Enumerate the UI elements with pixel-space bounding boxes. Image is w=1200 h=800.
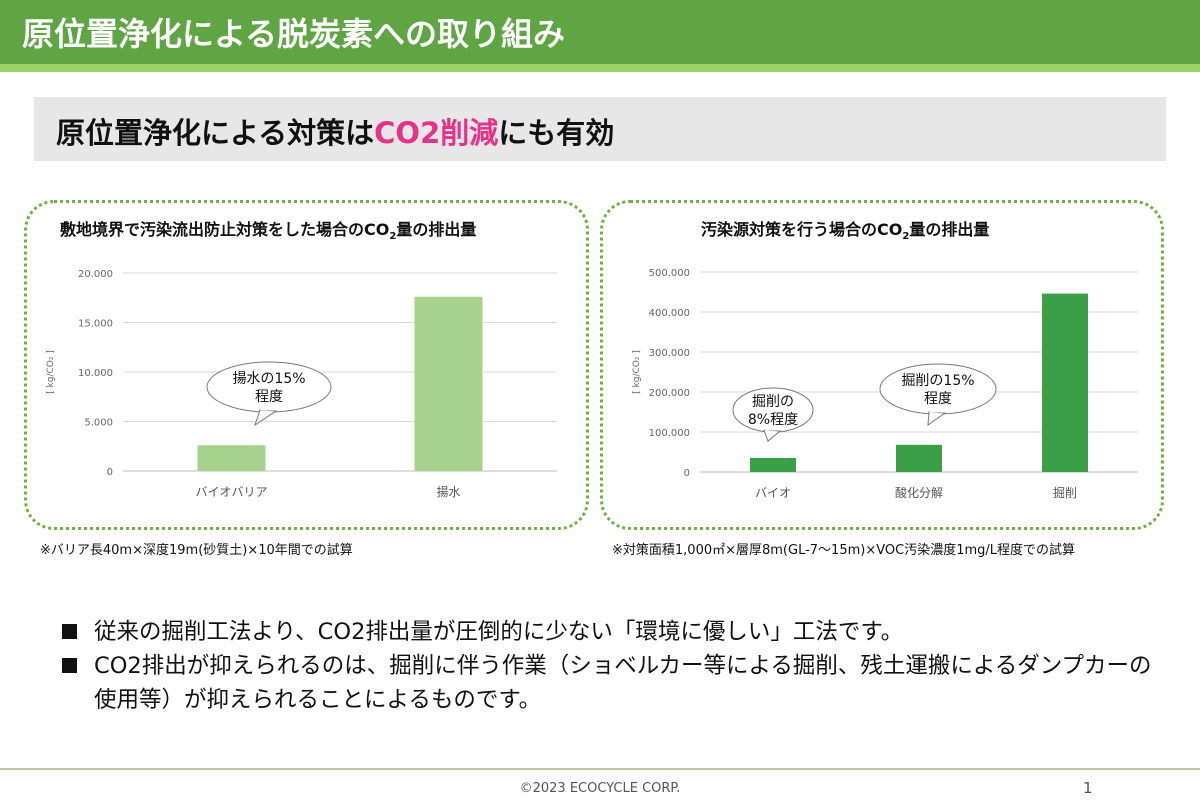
header-accent-bar	[0, 64, 1200, 72]
x-tick-label: 揚水	[436, 485, 460, 499]
callout-text: 揚水の15%	[232, 370, 305, 387]
callout-text: 程度	[924, 391, 952, 407]
x-tick-label: バイオ	[755, 486, 791, 500]
subtitle-prefix: 原位置浄化による対策は	[56, 116, 375, 150]
y-tick-label: 15.000	[78, 319, 113, 330]
y-axis-label: [ kg/CO₂ ]	[46, 350, 56, 394]
header-banner: 原位置浄化による脱炭素への取り組み	[0, 0, 1200, 64]
footnote-left: ※バリア長40m×深度19m(砂質土)×10年間での試算	[40, 543, 353, 558]
y-tick-label: 500.000	[649, 268, 690, 279]
subtitle: 原位置浄化による対策はCO2削減にも有効	[56, 110, 614, 152]
subtitle-box: 原位置浄化による対策はCO2削減にも有効	[34, 97, 1166, 161]
y-tick-label: 0	[107, 467, 113, 478]
bar	[197, 445, 266, 471]
chart-panel-source: 汚染源対策を行う場合のCO2量の排出量 0 100.000 200.000 300.0…	[600, 200, 1164, 530]
square-bullet-icon	[62, 658, 77, 673]
y-tick-label: 300.000	[649, 348, 690, 359]
page-title: 原位置浄化による脱炭素への取り組み	[22, 15, 566, 53]
subtitle-highlight: CO2削減	[374, 116, 499, 150]
y-tick-label: 0	[684, 468, 690, 479]
y-tick-label: 200.000	[649, 388, 690, 399]
callout-text: 程度	[255, 389, 283, 405]
chart-title-source: 汚染源対策を行う場合のCO2量の排出量	[701, 220, 990, 243]
subtitle-suffix: にも有効	[498, 116, 615, 150]
callout-bubble: 揚水の15% 程度	[206, 361, 332, 427]
footer-copyright: ©2023 ECOCYCLE CORP.	[519, 781, 681, 796]
footer-divider	[0, 768, 1200, 770]
bullet-item: CO2排出が抑えられるのは、掘削に伴う作業（ショベルカー等による掘削、残土運搬に…	[62, 649, 1162, 717]
square-bullet-icon	[62, 624, 77, 639]
bar	[414, 296, 483, 471]
y-tick-label: 400.000	[649, 308, 690, 319]
bar	[750, 458, 796, 472]
callout-text: 8%程度	[748, 412, 798, 428]
callout-bubble: 掘削の15% 程度	[879, 363, 997, 427]
footnote-right: ※対策面積1,000㎡×層厚8m(GL-7～15m)×VOC汚染濃度1mg/L程…	[612, 543, 1076, 558]
bar	[1042, 293, 1088, 472]
bullet-list: 従来の掘削工法より、CO2排出量が圧倒的に少ない「環境に優しい」工法です。 CO…	[62, 615, 1162, 717]
page-number: 1	[1083, 779, 1093, 797]
chart-panel-boundary: 敷地境界で汚染流出防止対策をした場合のCO2量の排出量 0 5.000 10.000…	[24, 200, 589, 530]
bar	[896, 444, 942, 472]
bar-chart-boundary: 0 5.000 10.000 15.000 20.000 [ kg/CO₂ ] バイオバリア…	[46, 269, 557, 499]
y-tick-label: 20.000	[78, 269, 113, 280]
x-tick-label: 酸化分解	[895, 485, 943, 500]
x-tick-label: 掘削	[1053, 485, 1077, 500]
y-tick-label: 5.000	[84, 418, 113, 429]
y-tick-label: 100.000	[649, 428, 690, 439]
y-tick-label: 10.000	[78, 368, 113, 379]
y-axis-label: [ kg/CO₂ ]	[632, 350, 642, 394]
x-tick-label: バイオバリア	[195, 485, 267, 499]
callout-bubble: 掘削の 8%程度	[732, 387, 814, 442]
bar-chart-source: 0 100.000 200.000 300.000 400.000 500.000 [ kg…	[632, 268, 1138, 500]
callout-text: 掘削の15%	[901, 373, 974, 389]
callout-text: 掘削の	[752, 394, 794, 410]
bullet-item: 従来の掘削工法より、CO2排出量が圧倒的に少ない「環境に優しい」工法です。	[62, 615, 1162, 649]
chart-title-boundary: 敷地境界で汚染流出防止対策をした場合のCO2量の排出量	[60, 220, 477, 243]
